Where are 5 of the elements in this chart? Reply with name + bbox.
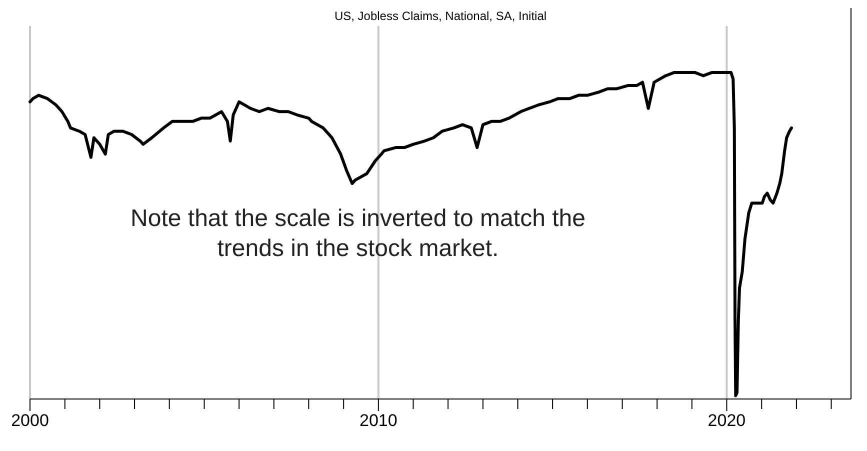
x-tick-label: 2000 bbox=[11, 411, 49, 430]
chart-title: US, Jobless Claims, National, SA, Initial bbox=[334, 9, 547, 23]
x-tick-label: 2010 bbox=[359, 411, 398, 430]
annotation: Note that the scale is inverted to match the trends in the stock market. bbox=[130, 205, 586, 262]
x-tick-label: 2020 bbox=[708, 411, 746, 430]
